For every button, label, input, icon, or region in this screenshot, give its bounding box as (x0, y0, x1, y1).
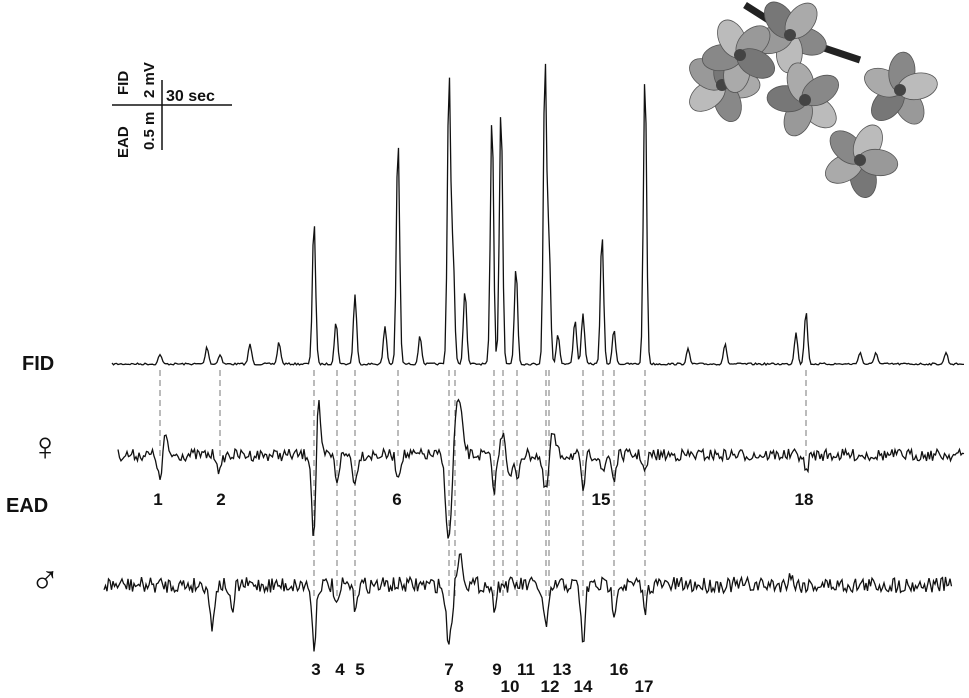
scale-ead-unit: 0.5 m (141, 112, 158, 150)
peak-label: 17 (635, 677, 654, 696)
peak-label: 7 (444, 660, 453, 679)
scale-fid-unit: 2 mV (141, 62, 158, 98)
peak-label: 15 (592, 490, 611, 509)
peak-label: 6 (392, 490, 401, 509)
flower-center (894, 84, 906, 96)
scale-bar: FID 2 mV 30 sec EAD 0.5 m (112, 62, 232, 158)
peak-label: 3 (311, 660, 320, 679)
scale-time: 30 sec (166, 88, 215, 105)
flower-photo (689, 1, 938, 198)
label-male: ♂ (30, 557, 60, 601)
peak-label: 4 (335, 660, 345, 679)
peak-label: 14 (574, 677, 593, 696)
peak-label: 18 (795, 490, 814, 509)
peak-label: 9 (492, 660, 501, 679)
label-female: ♀ (30, 425, 60, 469)
peak-label: 13 (553, 660, 572, 679)
trace (117, 398, 965, 539)
trace (111, 63, 964, 367)
peak-label: 16 (610, 660, 629, 679)
flower-center (799, 94, 811, 106)
label-ead: EAD (6, 495, 48, 517)
peak-label: 11 (517, 660, 535, 679)
label-fid: FID (22, 353, 54, 375)
flower-center (854, 154, 866, 166)
peak-label: 10 (501, 677, 520, 696)
traces (103, 63, 965, 652)
scale-ead: EAD (115, 126, 132, 158)
peak-label: 5 (355, 660, 364, 679)
scale-fid: FID (115, 71, 132, 95)
flower-center (784, 29, 796, 41)
peak-label: 8 (454, 677, 463, 696)
peak-label: 12 (541, 677, 560, 696)
peak-label: 1 (153, 490, 162, 509)
guide-lines (159, 370, 807, 600)
flower-center (734, 49, 746, 61)
peak-label: 2 (216, 490, 225, 509)
trace (103, 553, 953, 652)
